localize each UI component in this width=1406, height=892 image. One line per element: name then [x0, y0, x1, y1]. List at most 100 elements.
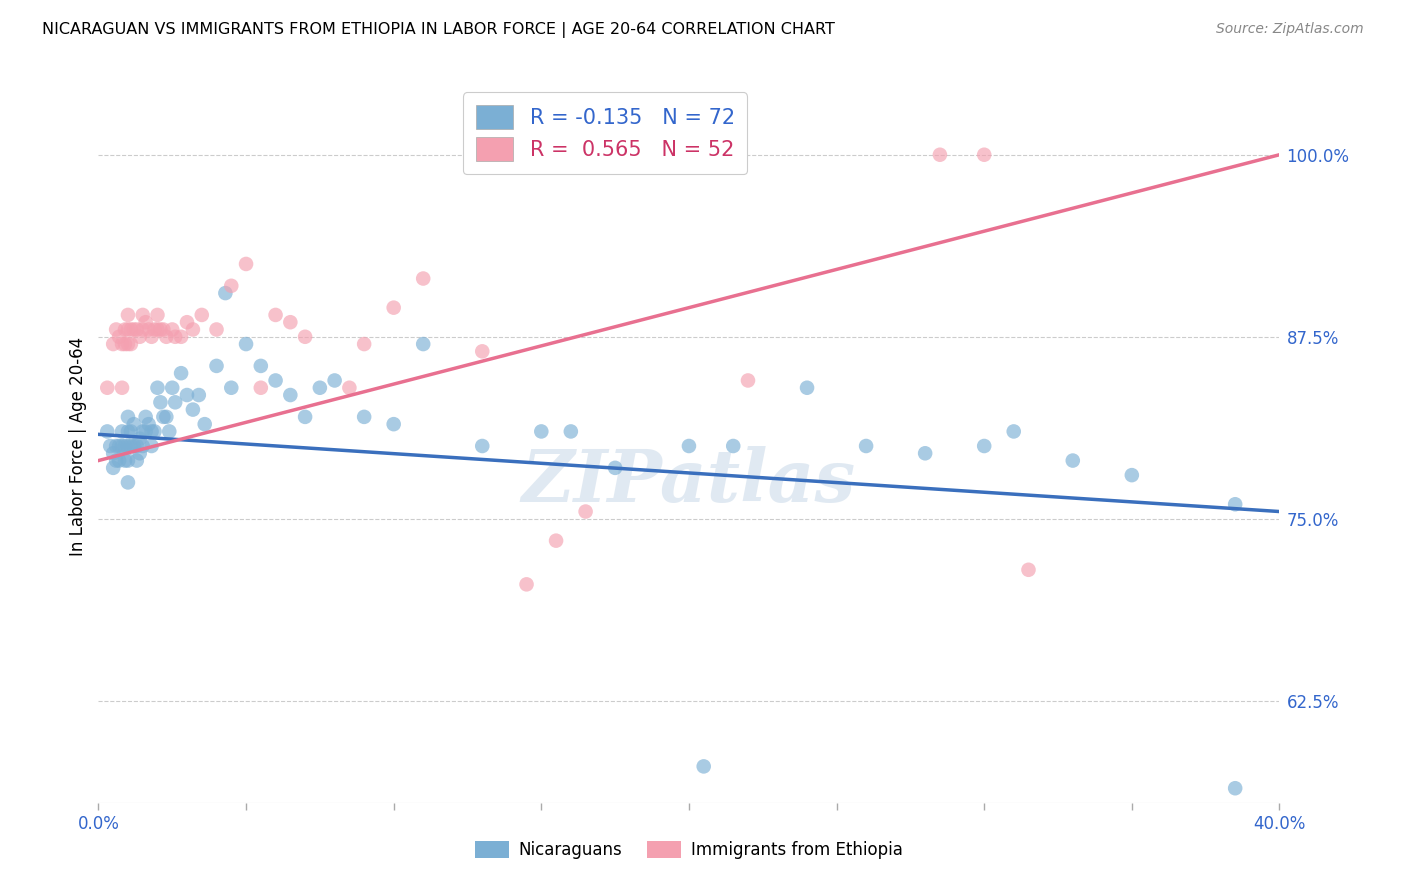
Point — [693, 759, 716, 773]
Point — [1223, 497, 1246, 511]
Point — [128, 446, 150, 460]
Point — [125, 453, 148, 467]
Point — [125, 322, 148, 336]
Point — [194, 417, 217, 432]
Point — [105, 453, 128, 467]
Point — [973, 147, 995, 161]
Point — [250, 359, 273, 373]
Point — [117, 308, 139, 322]
Point — [1062, 453, 1084, 467]
Point — [605, 460, 627, 475]
Point — [111, 337, 134, 351]
Point — [181, 402, 204, 417]
Point — [176, 388, 198, 402]
Point — [135, 425, 157, 439]
Point — [111, 425, 134, 439]
Point — [146, 308, 169, 322]
Point — [737, 374, 759, 388]
Point — [132, 322, 155, 336]
Point — [98, 439, 121, 453]
Point — [181, 322, 204, 336]
Point — [928, 147, 950, 161]
Point — [973, 439, 995, 453]
Point — [914, 446, 936, 460]
Point — [382, 301, 405, 315]
Y-axis label: In Labor Force | Age 20-64: In Labor Force | Age 20-64 — [69, 336, 87, 556]
Point — [128, 432, 150, 446]
Point — [108, 453, 131, 467]
Point — [108, 330, 131, 344]
Point — [117, 322, 139, 336]
Point — [264, 374, 287, 388]
Point — [205, 322, 228, 336]
Point — [96, 425, 118, 439]
Point — [1223, 781, 1246, 796]
Point — [114, 337, 136, 351]
Point — [353, 337, 375, 351]
Point — [117, 439, 139, 453]
Point — [1017, 563, 1039, 577]
Point — [165, 395, 187, 409]
Point — [471, 344, 494, 359]
Point — [152, 322, 174, 336]
Point — [855, 439, 877, 453]
Point — [157, 425, 180, 439]
Point — [114, 453, 136, 467]
Point — [135, 315, 157, 329]
Point — [155, 409, 177, 424]
Point — [323, 374, 346, 388]
Point — [382, 417, 405, 432]
Point — [1121, 468, 1143, 483]
Point — [187, 388, 209, 402]
Point — [105, 439, 128, 453]
Point — [114, 322, 136, 336]
Point — [143, 322, 166, 336]
Point — [132, 425, 155, 439]
Point — [143, 425, 166, 439]
Point — [103, 460, 125, 475]
Point — [117, 453, 139, 467]
Point — [309, 381, 332, 395]
Point — [278, 315, 302, 329]
Point — [162, 322, 183, 336]
Point — [141, 330, 163, 344]
Legend: Nicaraguans, Immigrants from Ethiopia: Nicaraguans, Immigrants from Ethiopia — [468, 834, 910, 866]
Point — [96, 381, 118, 395]
Point — [165, 330, 187, 344]
Point — [120, 337, 142, 351]
Point — [278, 388, 302, 402]
Point — [353, 409, 375, 424]
Point — [117, 475, 139, 490]
Text: ZIPatlas: ZIPatlas — [522, 446, 856, 517]
Point — [546, 533, 568, 548]
Point — [219, 381, 242, 395]
Point — [149, 395, 172, 409]
Point — [146, 322, 169, 336]
Point — [235, 257, 257, 271]
Point — [117, 409, 139, 424]
Point — [678, 439, 700, 453]
Point — [530, 425, 553, 439]
Point — [120, 425, 142, 439]
Point — [235, 337, 257, 351]
Point — [515, 577, 537, 591]
Point — [149, 322, 172, 336]
Point — [146, 381, 169, 395]
Point — [412, 271, 434, 285]
Point — [141, 439, 163, 453]
Point — [162, 381, 183, 395]
Point — [412, 337, 434, 351]
Point — [294, 409, 316, 424]
Point — [128, 330, 150, 344]
Point — [125, 439, 148, 453]
Point — [108, 439, 131, 453]
Text: Source: ZipAtlas.com: Source: ZipAtlas.com — [1216, 22, 1364, 37]
Point — [105, 322, 128, 336]
Point — [294, 330, 316, 344]
Point — [132, 308, 155, 322]
Point — [122, 322, 145, 336]
Point — [111, 381, 134, 395]
Point — [135, 409, 157, 424]
Point — [796, 381, 818, 395]
Point — [250, 381, 273, 395]
